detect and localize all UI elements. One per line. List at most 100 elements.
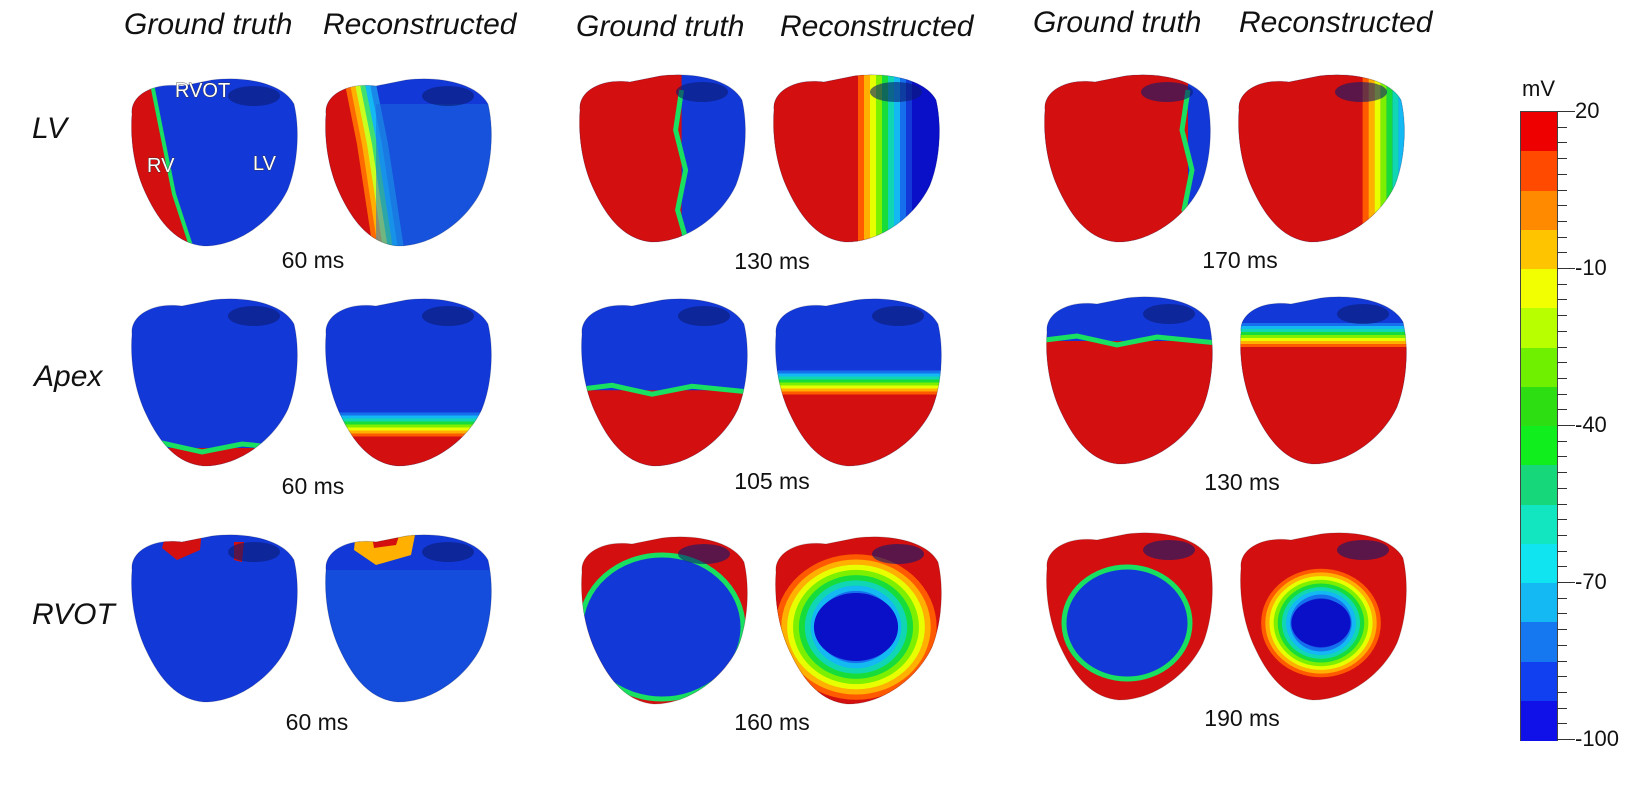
time-label-rvot-1: 60 ms xyxy=(285,709,349,735)
annotation-lv: LV xyxy=(253,153,277,176)
row-label-apex: Apex xyxy=(34,360,103,393)
annotation-rvot: RVOT xyxy=(175,80,231,103)
time-label-apex-2: 105 ms xyxy=(734,468,810,494)
heart-lv-reconstructed-170ms xyxy=(1238,74,1405,243)
colorbar-unit: mV xyxy=(1522,76,1555,101)
time-label-apex-1: 60 ms xyxy=(281,473,345,499)
colorbar-tick xyxy=(1557,629,1567,631)
colorbar-tick xyxy=(1557,362,1567,364)
colorbar-segment xyxy=(1521,583,1557,623)
colorbar-segment xyxy=(1521,229,1557,270)
colorbar-segment xyxy=(1521,465,1557,505)
heart-lv-ground-truth-130ms xyxy=(579,74,746,243)
colorbar-tick xyxy=(1557,691,1567,693)
colorbar-label-minus-100: -100 xyxy=(1575,726,1620,751)
colorbar-tick xyxy=(1557,283,1567,285)
column-header-ground-truth-1: Ground truth xyxy=(124,8,293,41)
colorbar-tick xyxy=(1557,346,1567,348)
colorbar-tick xyxy=(1557,707,1567,709)
colorbar-segment xyxy=(1521,112,1557,152)
colorbar-segment xyxy=(1521,700,1557,741)
column-header-ground-truth-3: Ground truth xyxy=(1033,6,1202,39)
time-label-lv-1: 60 ms xyxy=(281,247,345,273)
row-label-lv: LV xyxy=(32,112,68,145)
colorbar-tick xyxy=(1557,158,1567,160)
heart-apex-ground-truth-105ms xyxy=(581,298,748,467)
heart-apex-reconstructed-130ms xyxy=(1240,296,1407,465)
colorbar-tick xyxy=(1557,252,1567,254)
heart-lv-ground-truth-170ms xyxy=(1044,74,1211,243)
heart-rvot-reconstructed-190ms xyxy=(1240,532,1407,701)
time-label-apex-3: 130 ms xyxy=(1204,469,1280,495)
colorbar-tick xyxy=(1557,299,1567,301)
colorbar-tick xyxy=(1557,582,1575,583)
colorbar-segment xyxy=(1521,190,1557,231)
colorbar-tick xyxy=(1557,676,1567,678)
colorbar xyxy=(1520,111,1558,741)
colorbar-tick xyxy=(1557,111,1575,112)
colorbar-label-20: 20 xyxy=(1575,98,1600,123)
colorbar-tick xyxy=(1557,189,1567,191)
column-header-reconstructed-1: Reconstructed xyxy=(323,8,517,41)
colorbar-tick xyxy=(1557,534,1567,536)
colorbar-tick xyxy=(1557,268,1575,269)
heart-rvot-reconstructed-60ms xyxy=(325,534,492,703)
colorbar-tick xyxy=(1557,330,1567,332)
colorbar-tick xyxy=(1557,425,1575,426)
colorbar-segment xyxy=(1521,426,1557,466)
colorbar-tick xyxy=(1557,597,1567,599)
colorbar-tick xyxy=(1557,456,1567,458)
colorbar-tick xyxy=(1557,487,1567,489)
annotation-rv: RV xyxy=(147,155,175,178)
colorbar-tick xyxy=(1557,550,1567,552)
time-label-rvot-3: 190 ms xyxy=(1204,705,1280,731)
colorbar-tick xyxy=(1557,173,1567,175)
colorbar-segment xyxy=(1521,347,1557,388)
heart-rvot-ground-truth-160ms xyxy=(581,536,748,705)
heart-lv-ground-truth-60ms xyxy=(131,78,298,247)
column-header-reconstructed-3: Reconstructed xyxy=(1239,6,1433,39)
colorbar-tick xyxy=(1557,205,1567,207)
colorbar-tick xyxy=(1557,723,1567,725)
column-header-ground-truth-2: Ground truth xyxy=(576,10,745,43)
colorbar-segment xyxy=(1521,269,1557,309)
colorbar-tick xyxy=(1557,739,1575,740)
heart-lv-reconstructed-60ms xyxy=(325,78,492,247)
colorbar-segment xyxy=(1521,151,1557,191)
colorbar-tick xyxy=(1557,236,1567,238)
heart-lv-reconstructed-130ms xyxy=(773,74,940,243)
colorbar-segment xyxy=(1521,661,1557,702)
heart-rvot-ground-truth-60ms xyxy=(131,534,298,703)
colorbar-tick xyxy=(1557,377,1567,379)
colorbar-tick xyxy=(1557,220,1567,222)
colorbar-tick xyxy=(1557,409,1567,411)
colorbar-segment xyxy=(1521,386,1557,427)
heart-rvot-ground-truth-190ms xyxy=(1046,532,1213,701)
colorbar-tick xyxy=(1557,315,1567,317)
colorbar-segment xyxy=(1521,504,1557,545)
colorbar-tick xyxy=(1557,566,1567,568)
colorbar-tick xyxy=(1557,472,1567,474)
heart-apex-ground-truth-60ms xyxy=(131,298,298,467)
colorbar-tick xyxy=(1557,644,1567,646)
colorbar-tick xyxy=(1557,660,1567,662)
colorbar-tick xyxy=(1557,440,1567,442)
time-label-lv-2: 130 ms xyxy=(734,248,810,274)
time-label-lv-3: 170 ms xyxy=(1202,247,1278,273)
colorbar-tick xyxy=(1557,393,1567,395)
time-label-rvot-2: 160 ms xyxy=(734,709,810,735)
colorbar-segment xyxy=(1521,543,1557,584)
heart-rvot-reconstructed-160ms xyxy=(775,536,942,705)
colorbar-tick xyxy=(1557,126,1567,128)
colorbar-segment xyxy=(1521,308,1557,348)
row-label-rvot: RVOT xyxy=(32,598,115,631)
colorbar-tick xyxy=(1557,142,1567,144)
column-header-reconstructed-2: Reconstructed xyxy=(780,10,974,43)
colorbar-tick xyxy=(1557,519,1567,521)
heart-apex-reconstructed-105ms xyxy=(775,298,942,467)
colorbar-tick xyxy=(1557,503,1567,505)
heart-apex-ground-truth-130ms xyxy=(1046,296,1213,465)
colorbar-label-minus-40: -40 xyxy=(1575,412,1607,437)
colorbar-tick xyxy=(1557,613,1567,615)
colorbar-label-minus-10: -10 xyxy=(1575,255,1607,280)
